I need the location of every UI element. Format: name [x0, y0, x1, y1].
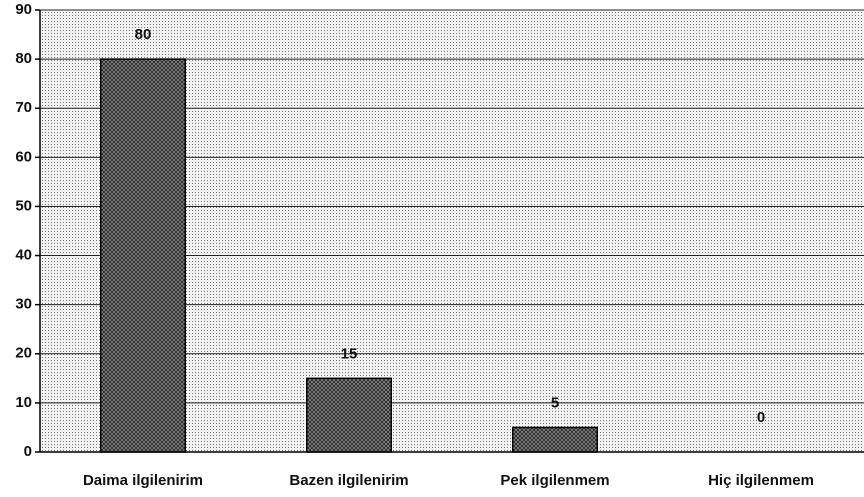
y-tick-label: 60: [15, 148, 32, 165]
x-tick-label: Hiç ilgilenmem: [708, 472, 814, 489]
x-tick-label: Daima ilgilenirim: [83, 472, 203, 489]
y-tick-label: 20: [15, 345, 32, 362]
bar: [100, 58, 186, 453]
bar: [306, 377, 392, 453]
data-label: 15: [341, 345, 358, 362]
y-tick-label: 90: [15, 1, 32, 18]
bar: [512, 426, 598, 453]
data-label: 80: [135, 26, 152, 43]
y-tick-label: 0: [24, 443, 32, 460]
x-tick-label: Bazen ilgilenirim: [289, 472, 408, 489]
y-tick-label: 70: [15, 99, 32, 116]
x-tick-label: Pek ilgilenmem: [500, 472, 609, 489]
data-label: 0: [757, 409, 765, 426]
y-tick-label: 80: [15, 50, 32, 67]
y-tick-label: 50: [15, 197, 32, 214]
y-tick-label: 40: [15, 247, 32, 264]
data-label: 5: [551, 394, 559, 411]
y-tick-label: 30: [15, 296, 32, 313]
y-tick-label: 10: [15, 394, 32, 411]
